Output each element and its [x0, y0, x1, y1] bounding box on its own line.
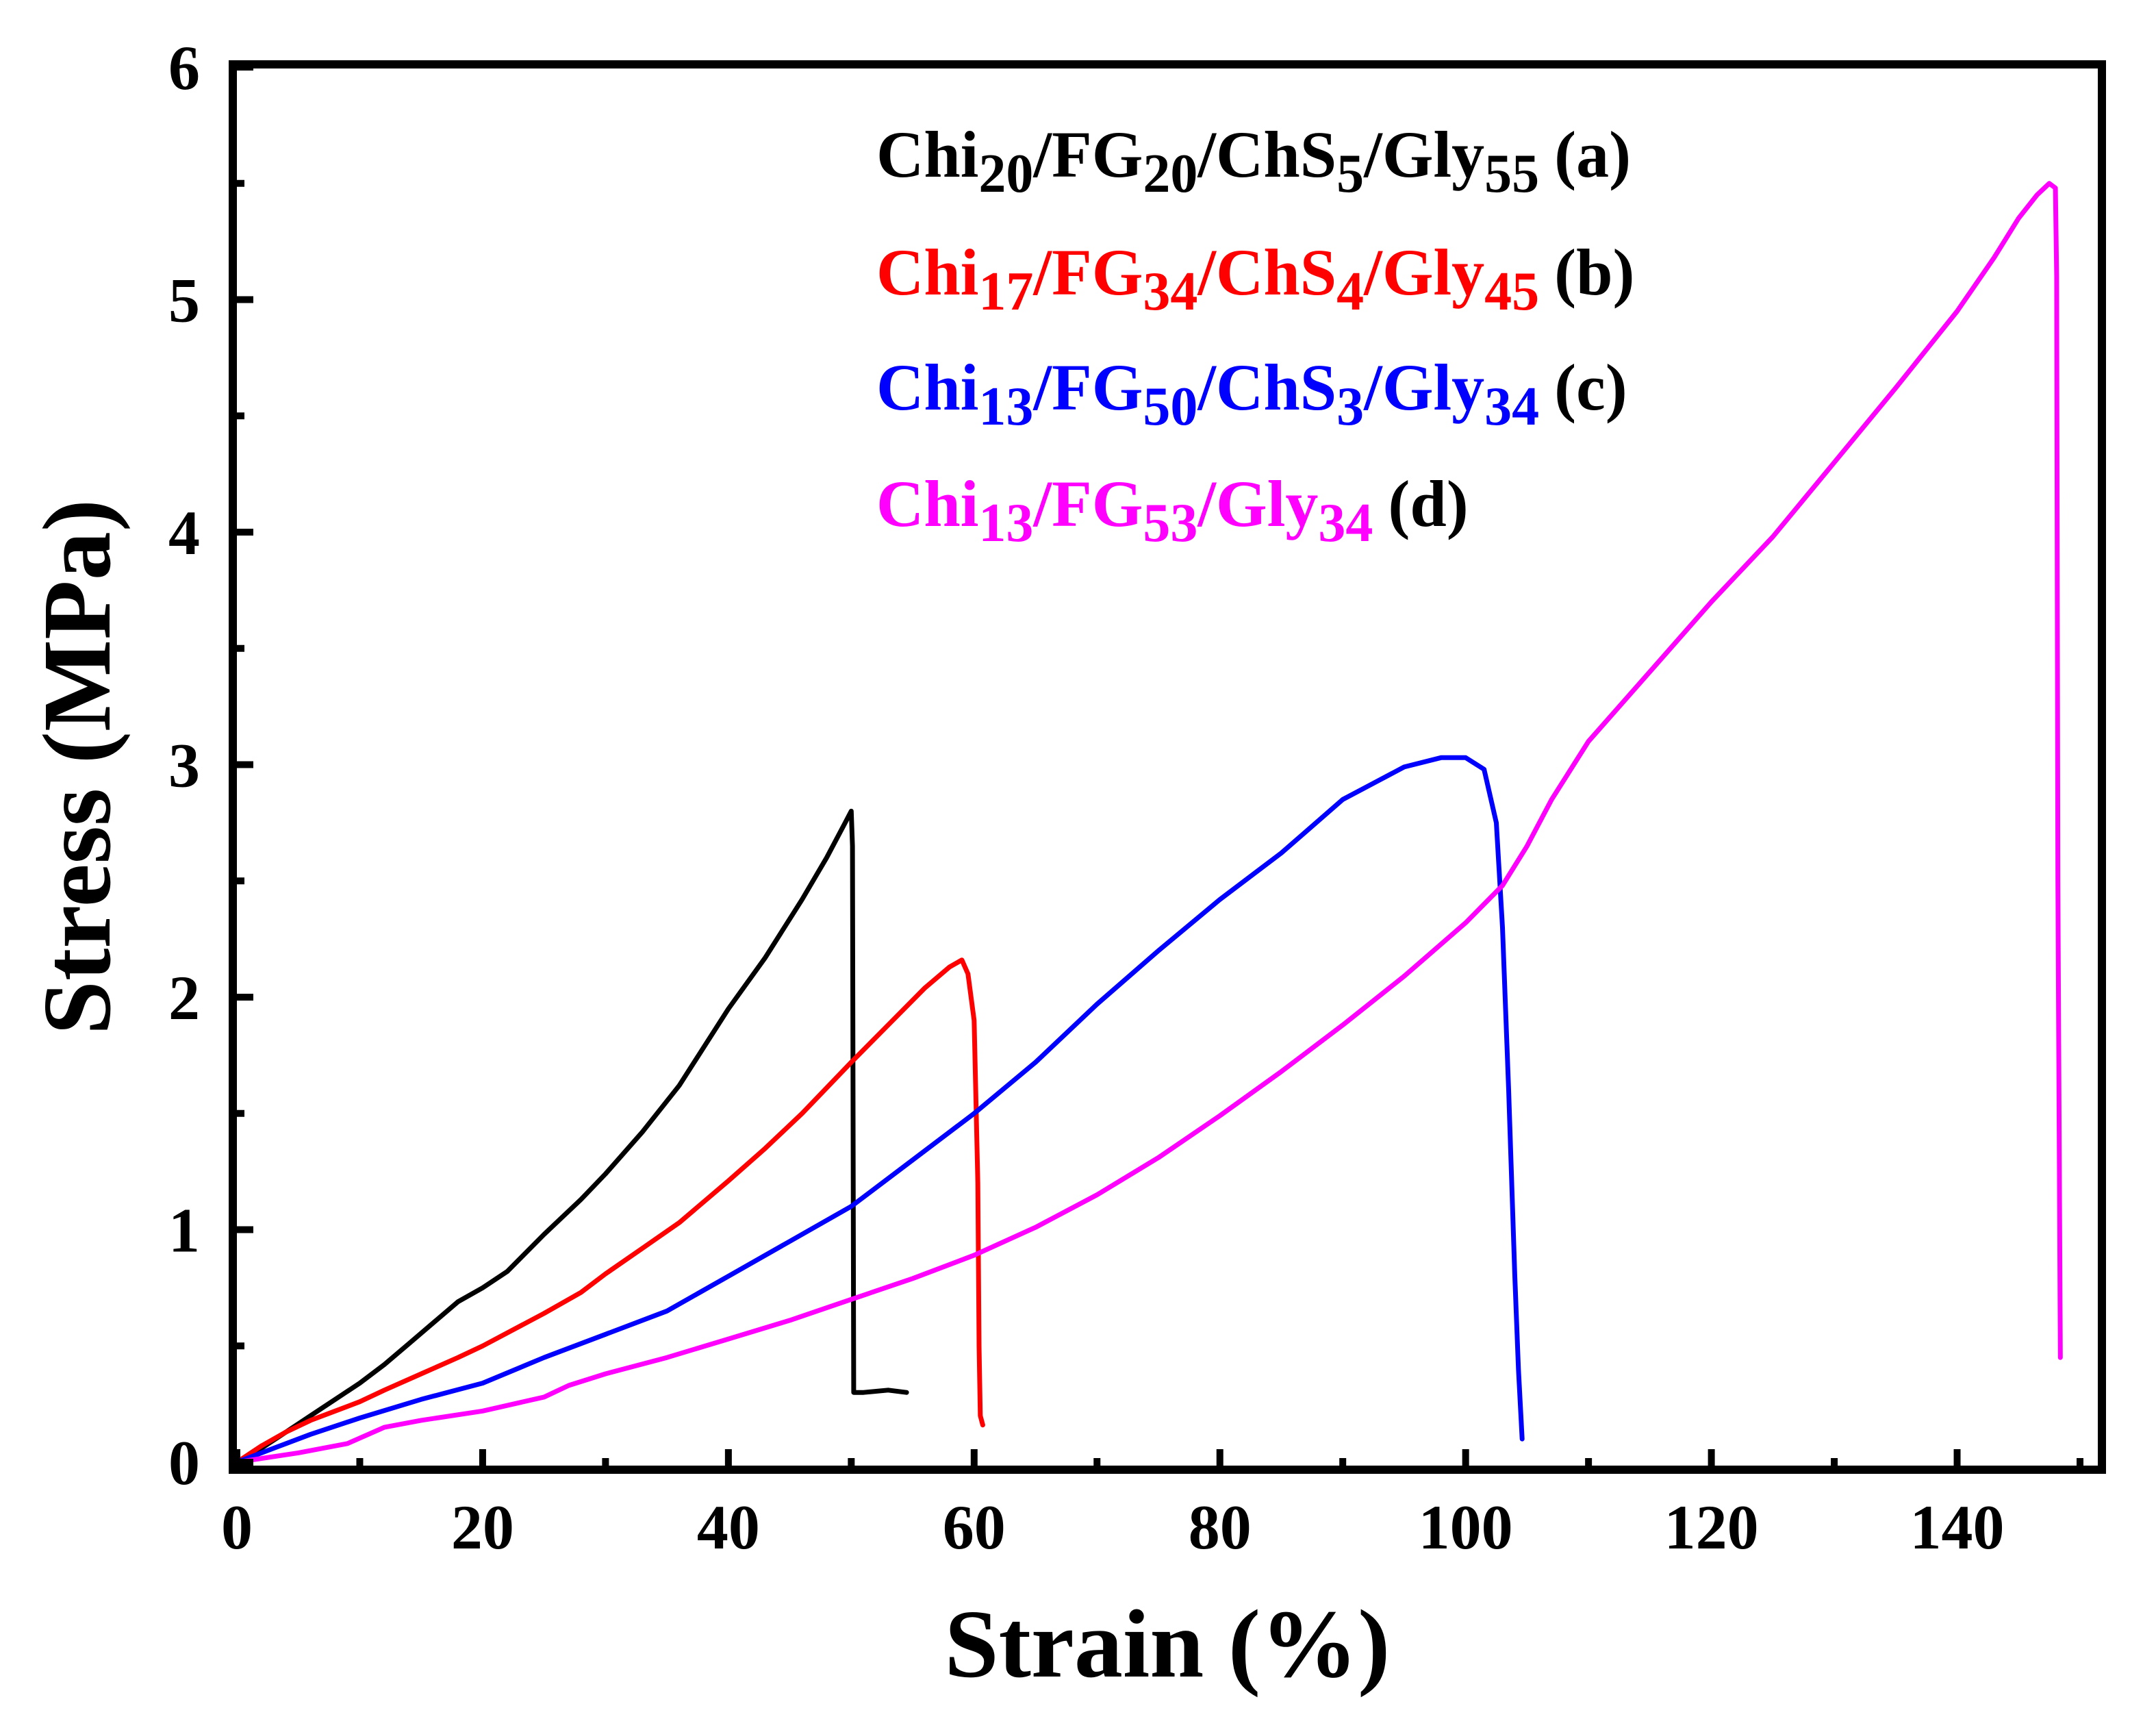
x-tick-label: 0	[221, 1492, 253, 1562]
y-tick-label: 3	[168, 731, 200, 801]
legend-entry-b: Chi17/FG34/ChS4/Gly45 (b)	[876, 236, 1635, 322]
series-line-d	[234, 181, 2063, 1465]
legend-entry-c: Chi13/FG50/ChS3/Gly34 (c)	[876, 351, 1627, 437]
legend: Chi20/FG20/ChS5/Gly55 (a) Chi17/FG34/ChS4/…	[876, 118, 1635, 553]
data-curves	[234, 181, 2063, 1465]
x-tick-label: 60	[943, 1492, 1006, 1562]
series-line-a	[234, 808, 909, 1465]
x-tick-label: 120	[1664, 1492, 1759, 1562]
y-tick-label: 4	[168, 498, 200, 568]
x-tick-label: 100	[1419, 1492, 1513, 1562]
y-tick-label: 1	[168, 1196, 200, 1266]
series-line-b	[234, 957, 985, 1465]
y-tick-label: 6	[168, 33, 200, 103]
x-tick-label: 80	[1189, 1492, 1252, 1562]
y-tick-label: 0	[168, 1428, 200, 1498]
y-tick-label: 2	[168, 963, 200, 1033]
series-line-c	[234, 755, 1525, 1465]
y-axis-title: Stress (MPa)	[23, 499, 131, 1035]
x-axis: 0 20 40 60 80 100 120 140	[221, 1449, 2083, 1562]
y-tick-label: 5	[168, 266, 200, 336]
y-axis: 0 1 2 3 4 5 6	[168, 33, 253, 1498]
x-axis-title: Strain (%)	[945, 1590, 1391, 1698]
legend-entry-d: Chi13/FG53/Gly34 (d)	[876, 467, 1469, 553]
x-tick-label: 140	[1910, 1492, 2005, 1562]
x-tick-label: 20	[451, 1492, 514, 1562]
x-tick-label: 40	[697, 1492, 760, 1562]
legend-entry-a: Chi20/FG20/ChS5/Gly55 (a)	[876, 118, 1631, 204]
